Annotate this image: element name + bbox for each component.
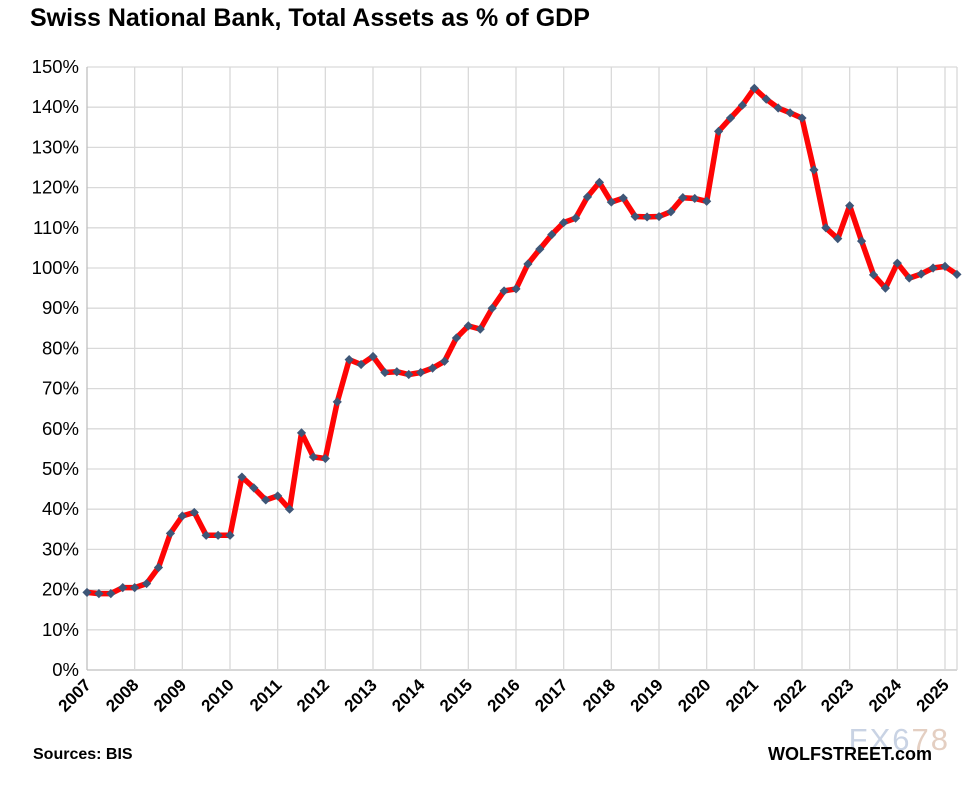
svg-text:0%: 0% [52, 659, 79, 680]
brand-link[interactable]: WOLFSTREET.com [767, 744, 932, 764]
svg-text:2012: 2012 [293, 675, 333, 715]
svg-text:10%: 10% [42, 619, 79, 640]
svg-text:2010: 2010 [198, 675, 238, 715]
svg-text:140%: 140% [32, 96, 79, 117]
svg-text:2019: 2019 [627, 675, 667, 715]
svg-text:30%: 30% [42, 538, 79, 559]
svg-text:2018: 2018 [579, 675, 619, 715]
watermark-text: FX678 [848, 722, 950, 757]
svg-text:150%: 150% [32, 56, 79, 77]
svg-text:2025: 2025 [913, 675, 953, 715]
svg-text:40%: 40% [42, 498, 79, 519]
svg-text:2023: 2023 [817, 675, 857, 715]
source-note: Sources: BIS [33, 746, 133, 763]
svg-text:90%: 90% [42, 297, 79, 318]
svg-text:2013: 2013 [341, 675, 381, 715]
svg-text:70%: 70% [42, 378, 79, 399]
svg-text:120%: 120% [32, 177, 79, 198]
svg-text:2022: 2022 [770, 675, 810, 715]
svg-text:20%: 20% [42, 579, 79, 600]
svg-text:2021: 2021 [722, 675, 762, 715]
svg-text:2014: 2014 [388, 675, 429, 716]
svg-text:80%: 80% [42, 337, 79, 358]
svg-text:60%: 60% [42, 418, 79, 439]
svg-text:2015: 2015 [436, 675, 476, 715]
svg-text:110%: 110% [33, 217, 79, 238]
svg-text:2011: 2011 [246, 675, 286, 715]
svg-text:50%: 50% [42, 458, 79, 479]
svg-text:130%: 130% [32, 136, 79, 157]
svg-text:2007: 2007 [55, 675, 95, 715]
svg-text:2009: 2009 [150, 675, 190, 715]
svg-text:2008: 2008 [102, 675, 142, 715]
svg-text:2016: 2016 [484, 675, 524, 715]
chart-title: Swiss National Bank, Total Assets as % o… [30, 4, 590, 32]
svg-text:2020: 2020 [674, 675, 714, 715]
svg-text:2024: 2024 [865, 675, 906, 716]
svg-text:2017: 2017 [531, 675, 571, 715]
svg-text:100%: 100% [32, 257, 79, 278]
